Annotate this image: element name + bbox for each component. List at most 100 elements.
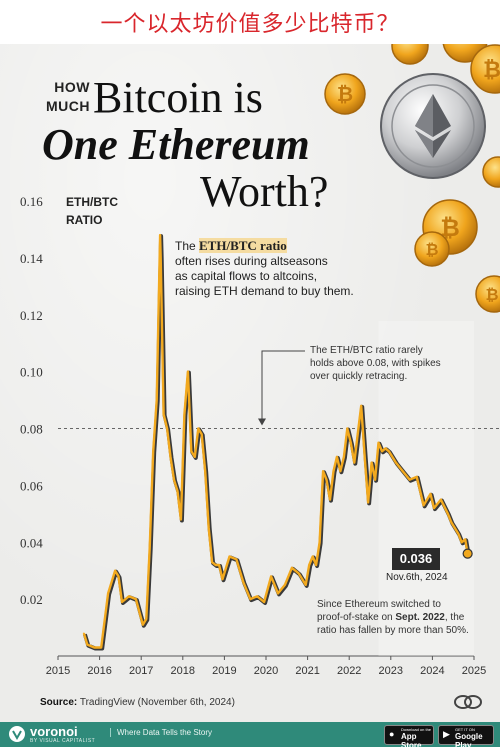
ceiling-annotation: The ETH/BTC ratio rarely holds above 0.0…: [310, 344, 441, 383]
data-point: [381, 450, 383, 453]
data-point: [114, 569, 116, 572]
x-tick-label: 2016: [87, 665, 111, 677]
data-point: [297, 572, 300, 575]
title-much: MUCH: [46, 98, 90, 114]
tagline: Where Data Tells the Story: [110, 728, 212, 737]
data-point: [370, 461, 373, 464]
data-point: [176, 490, 179, 492]
data-point: [308, 564, 310, 566]
svg-text:₿: ₿: [425, 240, 438, 259]
data-point: [190, 450, 193, 453]
eth-btc-line-chart: 0.02 0.04 0.06 0.08 0.10 0.12 0.14 0.16 ETH/BTC R…: [20, 194, 500, 677]
data-point: [440, 498, 442, 501]
pos-annotation: Since Ethereum switched to proof-of-stak…: [317, 598, 469, 637]
latest-value-callout: 0.036: [392, 548, 440, 570]
google-play-badge[interactable]: ▶ GET IT ON Google Play: [438, 725, 494, 747]
data-point: [360, 404, 362, 407]
data-point: [377, 441, 380, 444]
x-tick-label: 2018: [171, 665, 195, 677]
data-point: [401, 470, 404, 472]
svg-text:₿: ₿: [483, 58, 500, 83]
bitcoin-coin-icon: ₿: [475, 275, 500, 313]
data-point: [169, 456, 172, 458]
bitcoin-coin-icon: [482, 156, 500, 188]
data-point: [242, 581, 245, 583]
data-point: [86, 643, 89, 646]
data-point: [183, 413, 186, 416]
data-point: [374, 478, 376, 481]
data-point: [221, 578, 224, 581]
y-tick-label: 0.10: [20, 365, 43, 380]
data-point: [460, 541, 463, 544]
data-point: [322, 470, 324, 472]
intro-line1: The ETH/BTC ratio: [175, 238, 287, 253]
title-how: HOW: [54, 79, 90, 95]
y-axis-label: ETH/BTC: [66, 195, 118, 209]
data-point: [197, 427, 200, 430]
data-point: [346, 427, 349, 430]
svg-text:₿: ₿: [485, 285, 498, 304]
intro-line2: often rises during altseasons: [175, 254, 328, 268]
data-point: [384, 447, 387, 450]
data-point: [367, 501, 369, 504]
ceiling-annotation-arrow: [261, 350, 305, 421]
y-tick-label: 0.02: [20, 592, 43, 607]
pos-line1: Since Ethereum switched to: [317, 599, 441, 610]
data-point: [349, 441, 352, 444]
x-tick-label: 2019: [212, 665, 236, 677]
data-point: [311, 555, 314, 558]
data-point: [332, 470, 335, 472]
x-tick-label: 2021: [295, 665, 319, 677]
x-tick-label: 2022: [337, 665, 361, 677]
data-point: [318, 541, 321, 544]
data-point: [173, 478, 175, 481]
data-point: [263, 601, 265, 603]
data-point: [408, 478, 411, 481]
data-point: [141, 623, 144, 626]
data-point: [128, 595, 130, 598]
data-point: [152, 450, 154, 453]
intro-line3: as capital flows to altcoins,: [175, 269, 318, 283]
app-store-badge[interactable]: ● Download on the App Store: [384, 725, 434, 747]
data-point: [145, 618, 148, 620]
bitcoin-coin-icon: ₿: [470, 44, 500, 94]
data-point: [155, 399, 158, 401]
data-point: [325, 478, 328, 481]
pos-line2: proof-of-stake on Sept. 2022, the: [317, 612, 465, 623]
ceiling-line2: holds above 0.08, with spikes: [310, 358, 441, 369]
data-point: [315, 564, 317, 566]
x-tick-label: 2025: [462, 665, 486, 677]
y-tick-label: 0.12: [20, 308, 43, 323]
ceiling-line1: The ETH/BTC ratio rarely: [310, 345, 423, 356]
data-point: [180, 518, 182, 521]
data-point: [353, 461, 356, 464]
data-point: [204, 470, 206, 472]
data-point: [422, 504, 425, 507]
x-tick-label: 2015: [46, 665, 70, 677]
data-point: [277, 592, 279, 595]
pos-line3: ratio has fallen by more than 50%.: [317, 625, 469, 636]
data-point: [187, 370, 189, 373]
ceiling-line3: over quickly retracing.: [310, 371, 408, 382]
data-point: [339, 470, 342, 472]
data-point: [429, 493, 432, 495]
data-point: [291, 567, 293, 569]
y-tick-label: 0.04: [20, 535, 43, 550]
bitcoin-coin-icon: [391, 44, 429, 65]
data-point: [135, 598, 137, 600]
bitcoin-coin-icon: ₿: [324, 73, 366, 115]
data-point: [304, 584, 307, 586]
data-point: [395, 461, 397, 464]
data-point: [336, 456, 338, 458]
data-point: [93, 646, 96, 649]
data-point: [100, 646, 102, 649]
svg-text:₿: ₿: [337, 82, 353, 106]
data-point: [388, 450, 390, 453]
intro-line4: raising ETH demand to buy them.: [175, 284, 354, 298]
banner: 一个以太坊价值多少比特币？: [0, 0, 500, 44]
data-point: [159, 257, 162, 259]
data-point: [433, 507, 435, 509]
data-point: [218, 564, 220, 566]
latest-point-marker: [462, 548, 473, 559]
highlight-eth-btc-ratio: ETH/BTC ratio: [199, 238, 287, 253]
